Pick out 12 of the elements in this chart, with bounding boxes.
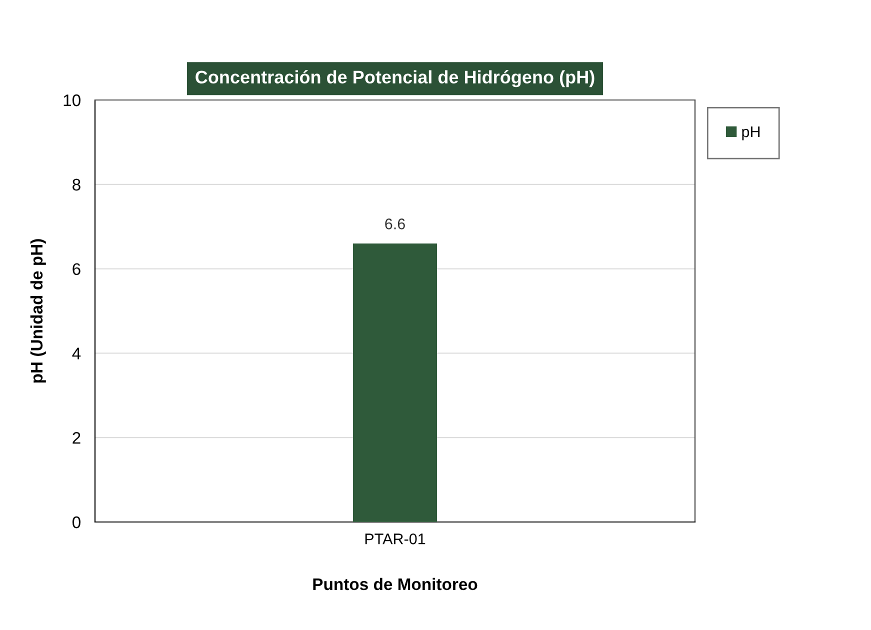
data-label: 6.6 xyxy=(385,218,405,230)
y-tick-label: 10 xyxy=(64,94,80,106)
y-tick-label: 0 xyxy=(72,516,80,528)
y-tick-label: 8 xyxy=(72,178,80,191)
y-tick-label: 6 xyxy=(72,263,80,276)
y-tick-label: 4 xyxy=(72,348,81,360)
x-tick-label: PTAR-01 xyxy=(365,534,426,544)
chart-title: Concentración de Potencial de Hidrógeno (pH) xyxy=(196,70,594,88)
y-axis-title: pH (Unidad de pH) xyxy=(30,239,46,383)
legend-label: pH xyxy=(742,126,760,140)
y-tick-label: 2 xyxy=(72,432,80,444)
x-axis-title: Puntos de Monitoreo xyxy=(313,578,478,590)
